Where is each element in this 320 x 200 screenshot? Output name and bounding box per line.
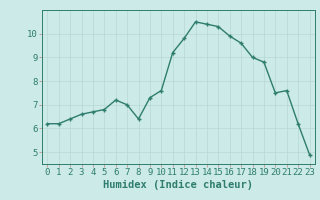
X-axis label: Humidex (Indice chaleur): Humidex (Indice chaleur) bbox=[103, 180, 253, 190]
